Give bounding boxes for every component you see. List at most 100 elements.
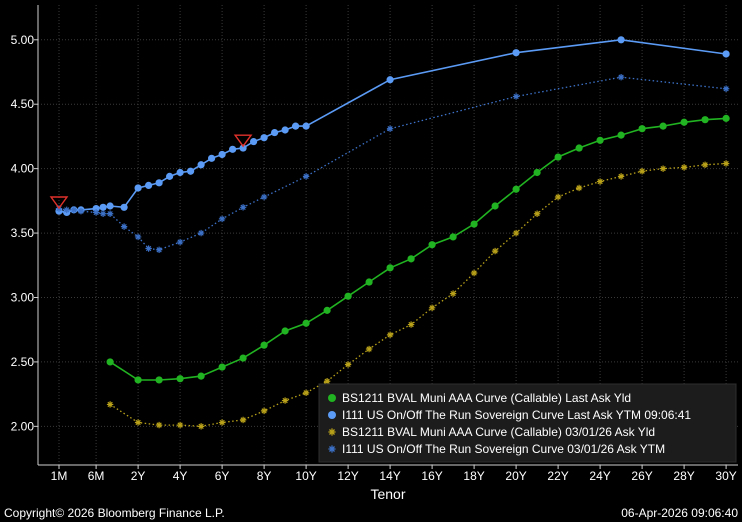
data-point <box>638 168 646 175</box>
series-4 <box>55 73 730 254</box>
axes: 5.00 4.50 4.00 3.50 3.00 2.50 2.00 1M 6M 2Y 4Y 6Y 8Y… <box>11 5 738 483</box>
x-tick-label: 24Y <box>589 469 610 483</box>
y-tick-label: 2.50 <box>11 355 35 369</box>
data-point <box>239 144 247 152</box>
data-point <box>197 161 205 169</box>
data-point <box>271 128 279 137</box>
data-point <box>428 241 436 249</box>
data-point <box>722 114 730 122</box>
data-point <box>134 233 142 241</box>
data-point <box>250 137 258 146</box>
data-point <box>512 49 520 57</box>
data-point <box>659 122 667 130</box>
annotation-markers <box>49 134 253 210</box>
data-point <box>176 421 184 429</box>
data-point <box>407 321 415 328</box>
data-point <box>77 207 85 215</box>
legend-entry: BS1211 BVAL Muni AAA Curve (Callable) 03… <box>328 425 655 439</box>
y-tick-label: 2.00 <box>11 419 35 433</box>
x-tick-label: 22Y <box>547 469 568 483</box>
data-point <box>533 210 541 217</box>
data-point <box>166 172 174 180</box>
x-tick-label: 6M <box>88 469 105 483</box>
data-point <box>120 223 128 230</box>
data-point <box>229 145 237 153</box>
data-point <box>145 181 153 189</box>
data-point <box>99 203 107 211</box>
x-tick-label: 12Y <box>337 469 358 483</box>
data-point <box>106 202 114 210</box>
data-point <box>407 255 415 263</box>
data-point <box>239 354 247 362</box>
data-point <box>134 419 142 426</box>
data-point <box>176 375 184 383</box>
x-tick-label: 6Y <box>215 469 230 483</box>
data-point <box>722 160 730 167</box>
data-point <box>63 206 70 214</box>
data-point <box>470 269 478 277</box>
legend-entry: I111 US On/Off The Run Sovereign Curve L… <box>328 408 691 422</box>
data-point <box>197 372 205 380</box>
data-point <box>491 247 499 255</box>
timestamp-text: 06-Apr-2026 09:06:40 <box>621 506 738 520</box>
x-tick-label: 10Y <box>295 469 316 483</box>
data-point <box>239 204 247 211</box>
data-point <box>218 419 226 426</box>
series-layer <box>55 36 730 430</box>
data-point <box>302 389 310 397</box>
data-point <box>617 131 625 139</box>
x-tick-label: 16Y <box>421 469 442 483</box>
data-point <box>176 168 184 177</box>
data-point <box>722 85 730 92</box>
data-point <box>638 125 646 133</box>
data-point <box>106 401 114 408</box>
series-1 <box>106 114 730 384</box>
data-point <box>512 185 520 193</box>
data-point <box>659 165 667 172</box>
x-axis-title: Tenor <box>370 486 405 502</box>
y-tick-label: 3.00 <box>11 290 35 304</box>
data-point <box>134 376 142 384</box>
x-tick-label: 30Y <box>715 469 736 483</box>
data-point <box>155 246 163 254</box>
data-point <box>512 93 520 100</box>
data-point <box>365 345 373 353</box>
legend-swatch <box>328 445 336 453</box>
data-point <box>365 278 373 286</box>
data-point <box>155 421 163 429</box>
data-point <box>155 376 163 384</box>
legend-swatch <box>328 428 336 436</box>
x-tick-label: 18Y <box>463 469 484 483</box>
data-point <box>99 210 107 217</box>
data-point <box>281 327 289 335</box>
data-point <box>208 154 216 162</box>
legend-box <box>318 383 737 463</box>
series-3 <box>106 160 730 430</box>
data-point <box>554 153 562 161</box>
x-tick-label: 26Y <box>631 469 652 483</box>
data-point <box>344 361 352 368</box>
data-point <box>680 164 688 171</box>
data-point <box>292 122 300 130</box>
x-tick-label: 14Y <box>379 469 400 483</box>
data-point <box>512 229 520 237</box>
data-point <box>617 36 625 44</box>
data-point <box>554 193 562 201</box>
data-point <box>617 173 625 180</box>
y-tick-label: 4.50 <box>11 97 35 111</box>
y-tick-label: 3.50 <box>11 226 35 240</box>
data-point <box>596 136 604 144</box>
data-point <box>323 378 331 385</box>
legend-label: I111 US On/Off The Run Sovereign Curve 0… <box>342 442 665 456</box>
legend-swatch <box>328 411 336 419</box>
data-point <box>260 341 268 349</box>
x-tick-label: 4Y <box>173 469 188 483</box>
data-point <box>344 292 352 300</box>
data-point <box>722 50 730 58</box>
data-point <box>92 209 100 216</box>
series-line <box>109 117 727 381</box>
data-point <box>302 122 310 130</box>
data-point <box>428 304 436 312</box>
data-point <box>680 118 688 126</box>
x-tick-label: 20Y <box>505 469 526 483</box>
